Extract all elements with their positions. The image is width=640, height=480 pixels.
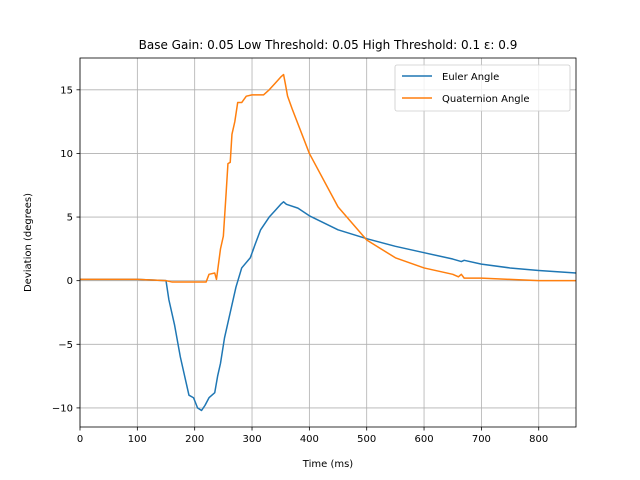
x-tick-label: 100 [128, 434, 147, 445]
y-tick-label: 10 [60, 149, 73, 160]
x-tick-label: 0 [77, 434, 83, 445]
y-tick-label: −10 [52, 403, 73, 414]
y-tick-label: 15 [60, 85, 73, 96]
plot-area-frame [79, 57, 577, 428]
euler-angle-series-line [80, 201, 577, 412]
x-axis-label: Time (ms) [302, 459, 354, 470]
grid-lines [79, 58, 576, 427]
x-tick-label: 500 [357, 434, 376, 445]
y-tick-label: 5 [67, 213, 73, 224]
y-tick-label: 0 [67, 276, 73, 287]
axis-ticks: 0 100 200 300 400 500 600 700 800 −10 −5 0 5 10 15 [52, 85, 548, 445]
legend-label-quaternion: Quaternion Angle [442, 94, 530, 105]
legend-label-euler: Euler Angle [442, 72, 499, 83]
chart-title: Base Gain: 0.05 Low Threshold: 0.05 High… [139, 38, 518, 52]
x-tick-label: 700 [472, 434, 491, 445]
x-tick-label: 600 [414, 434, 433, 445]
series-lines [80, 73, 577, 412]
x-tick-label: 300 [242, 434, 261, 445]
x-tick-label: 200 [185, 434, 204, 445]
y-tick-label: −5 [58, 340, 73, 351]
x-tick-label: 400 [300, 434, 319, 445]
quaternion-angle-series-line [80, 73, 576, 283]
y-axis-label: Deviation (degrees) [23, 193, 34, 292]
legend-frame [394, 64, 571, 112]
x-tick-label: 800 [529, 434, 548, 445]
legend: Euler Angle Quaternion Angle [394, 64, 571, 112]
